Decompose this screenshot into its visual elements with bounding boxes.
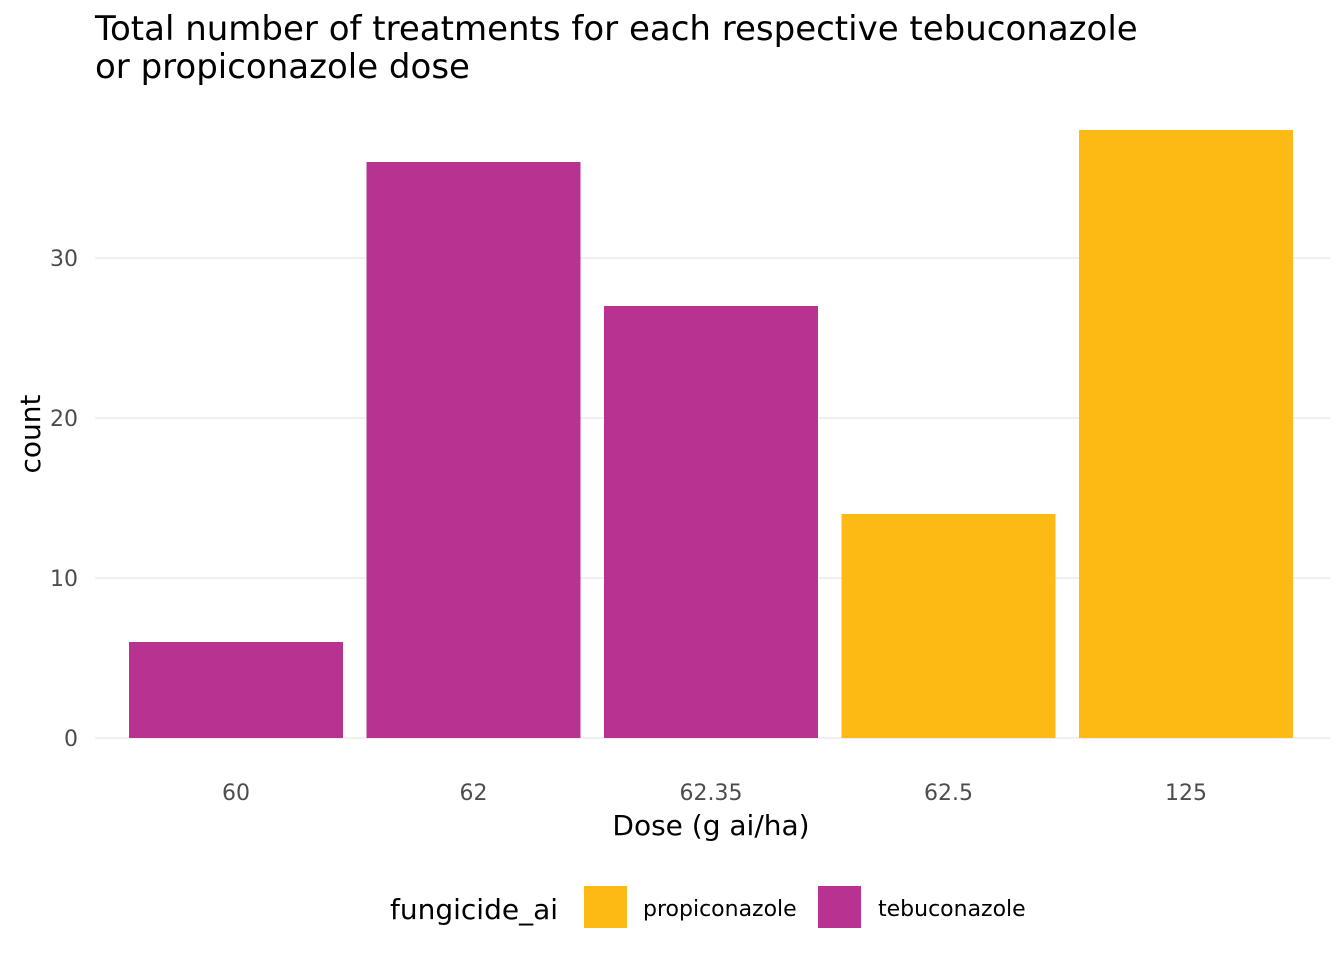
bar-62 <box>366 162 581 738</box>
chart-title-line-1: Total number of treatments for each resp… <box>94 9 1138 49</box>
y-tick-label-3: 30 <box>50 247 78 272</box>
y-axis-label: count <box>14 394 47 473</box>
bar-62.5 <box>841 514 1056 738</box>
x-tick-label-4: 125 <box>1165 781 1207 806</box>
chart-title-line-2: or propiconazole dose <box>95 47 470 87</box>
x-tick-labels: 60 62 62.35 62.5 125 <box>222 781 1207 806</box>
x-tick-label-1: 62 <box>460 781 488 806</box>
bar-60 <box>129 642 343 738</box>
y-tick-label-2: 20 <box>50 407 78 432</box>
legend-key-propiconazole <box>584 886 627 928</box>
legend-label-propiconazole: propiconazole <box>643 897 797 922</box>
legend-title: fungicide_ai <box>390 893 558 926</box>
bar-62.35 <box>604 306 818 738</box>
legend: fungicide_ai propiconazole tebuconazole <box>390 886 1026 928</box>
y-tick-label-1: 10 <box>50 567 78 592</box>
x-tick-label-2: 62.35 <box>680 781 743 806</box>
x-axis-label: Dose (g ai/ha) <box>612 809 809 842</box>
bar-125 <box>1079 130 1293 738</box>
legend-key-tebuconazole <box>818 886 861 928</box>
x-tick-label-0: 60 <box>222 781 250 806</box>
x-tick-label-3: 62.5 <box>924 781 973 806</box>
y-tick-labels: 0 10 20 30 <box>50 247 78 752</box>
legend-label-tebuconazole: tebuconazole <box>878 897 1026 922</box>
bars <box>129 130 1293 738</box>
y-tick-label-0: 0 <box>64 727 78 752</box>
